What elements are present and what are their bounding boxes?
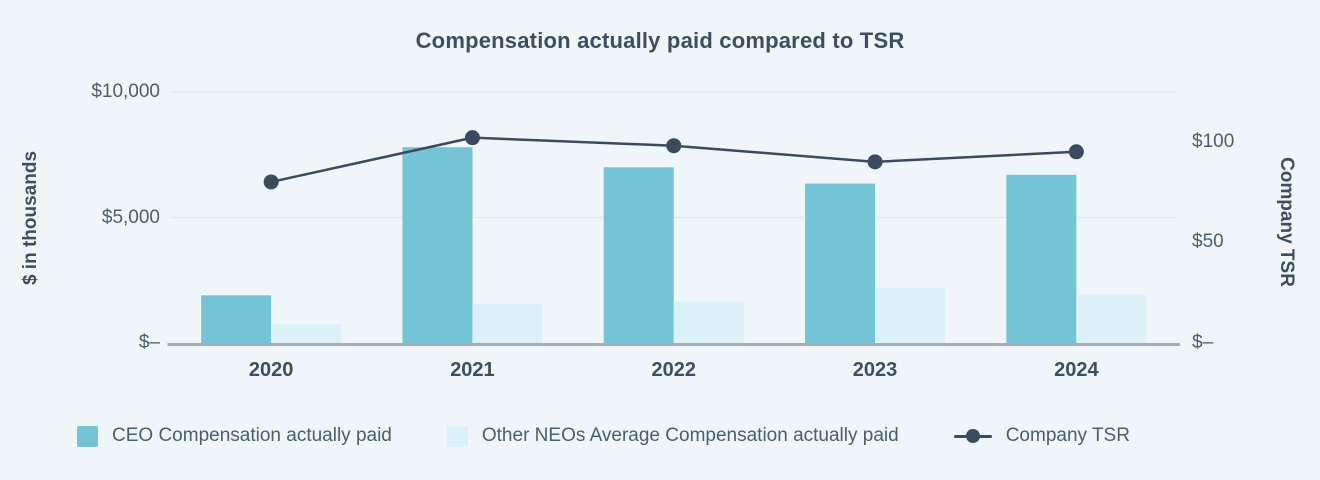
tsr-point-2023 bbox=[867, 154, 883, 170]
tsr-point-2020 bbox=[263, 174, 279, 190]
x-axis-label-2021: 2021 bbox=[450, 359, 495, 381]
left-axis-tick: $– bbox=[138, 332, 160, 353]
chart-title: Compensation actually paid compared to T… bbox=[415, 28, 905, 53]
legend-swatch-ceo bbox=[77, 425, 98, 447]
bar-neo-2024 bbox=[1076, 295, 1147, 343]
bar-ceo-2020 bbox=[201, 295, 272, 343]
x-axis-label-2023: 2023 bbox=[852, 359, 898, 381]
bar-ceo-2022 bbox=[603, 167, 674, 343]
left-axis-tick: $10,000 bbox=[91, 81, 160, 102]
right-axis-tick: $100 bbox=[1192, 130, 1235, 152]
bar-neo-2021 bbox=[472, 304, 543, 343]
left-axis-tick: $5,000 bbox=[101, 206, 160, 228]
bar-ceo-2023 bbox=[805, 183, 876, 343]
x-axis-label-2024: 2024 bbox=[1054, 359, 1099, 381]
x-axis-label-2020: 2020 bbox=[248, 359, 294, 381]
legend-label: Other NEOs Average Compensation actually… bbox=[481, 425, 899, 446]
bar-neo-2023 bbox=[875, 287, 946, 343]
bar-ceo-2024 bbox=[1006, 174, 1077, 343]
bar-neo-2020 bbox=[271, 324, 342, 343]
legend-label: CEO Compensation actually paid bbox=[112, 425, 392, 446]
legend-marker-dot bbox=[965, 429, 980, 443]
legend-item-neo: Other NEOs Average Compensation actually… bbox=[446, 425, 899, 447]
legend-swatch-neo bbox=[446, 425, 468, 447]
x-axis-label-2022: 2022 bbox=[651, 359, 697, 381]
tsr-point-2022 bbox=[666, 138, 682, 154]
right-axis-tick: $– bbox=[1192, 332, 1214, 353]
bar-ceo-2021 bbox=[402, 147, 473, 343]
legend: CEO Compensation actually paid Other NEOs… bbox=[77, 423, 1130, 449]
right-axis-tick: $50 bbox=[1192, 231, 1224, 253]
legend-item-ceo: CEO Compensation actually paid bbox=[77, 425, 392, 447]
legend-item-tsr: Company TSR bbox=[953, 425, 1130, 447]
legend-label: Company TSR bbox=[1005, 425, 1130, 446]
legend-line-dot-marker bbox=[953, 429, 992, 443]
bar-neo-2022 bbox=[673, 301, 744, 343]
tsr-point-2024 bbox=[1068, 144, 1084, 160]
tsr-point-2021 bbox=[464, 130, 480, 146]
